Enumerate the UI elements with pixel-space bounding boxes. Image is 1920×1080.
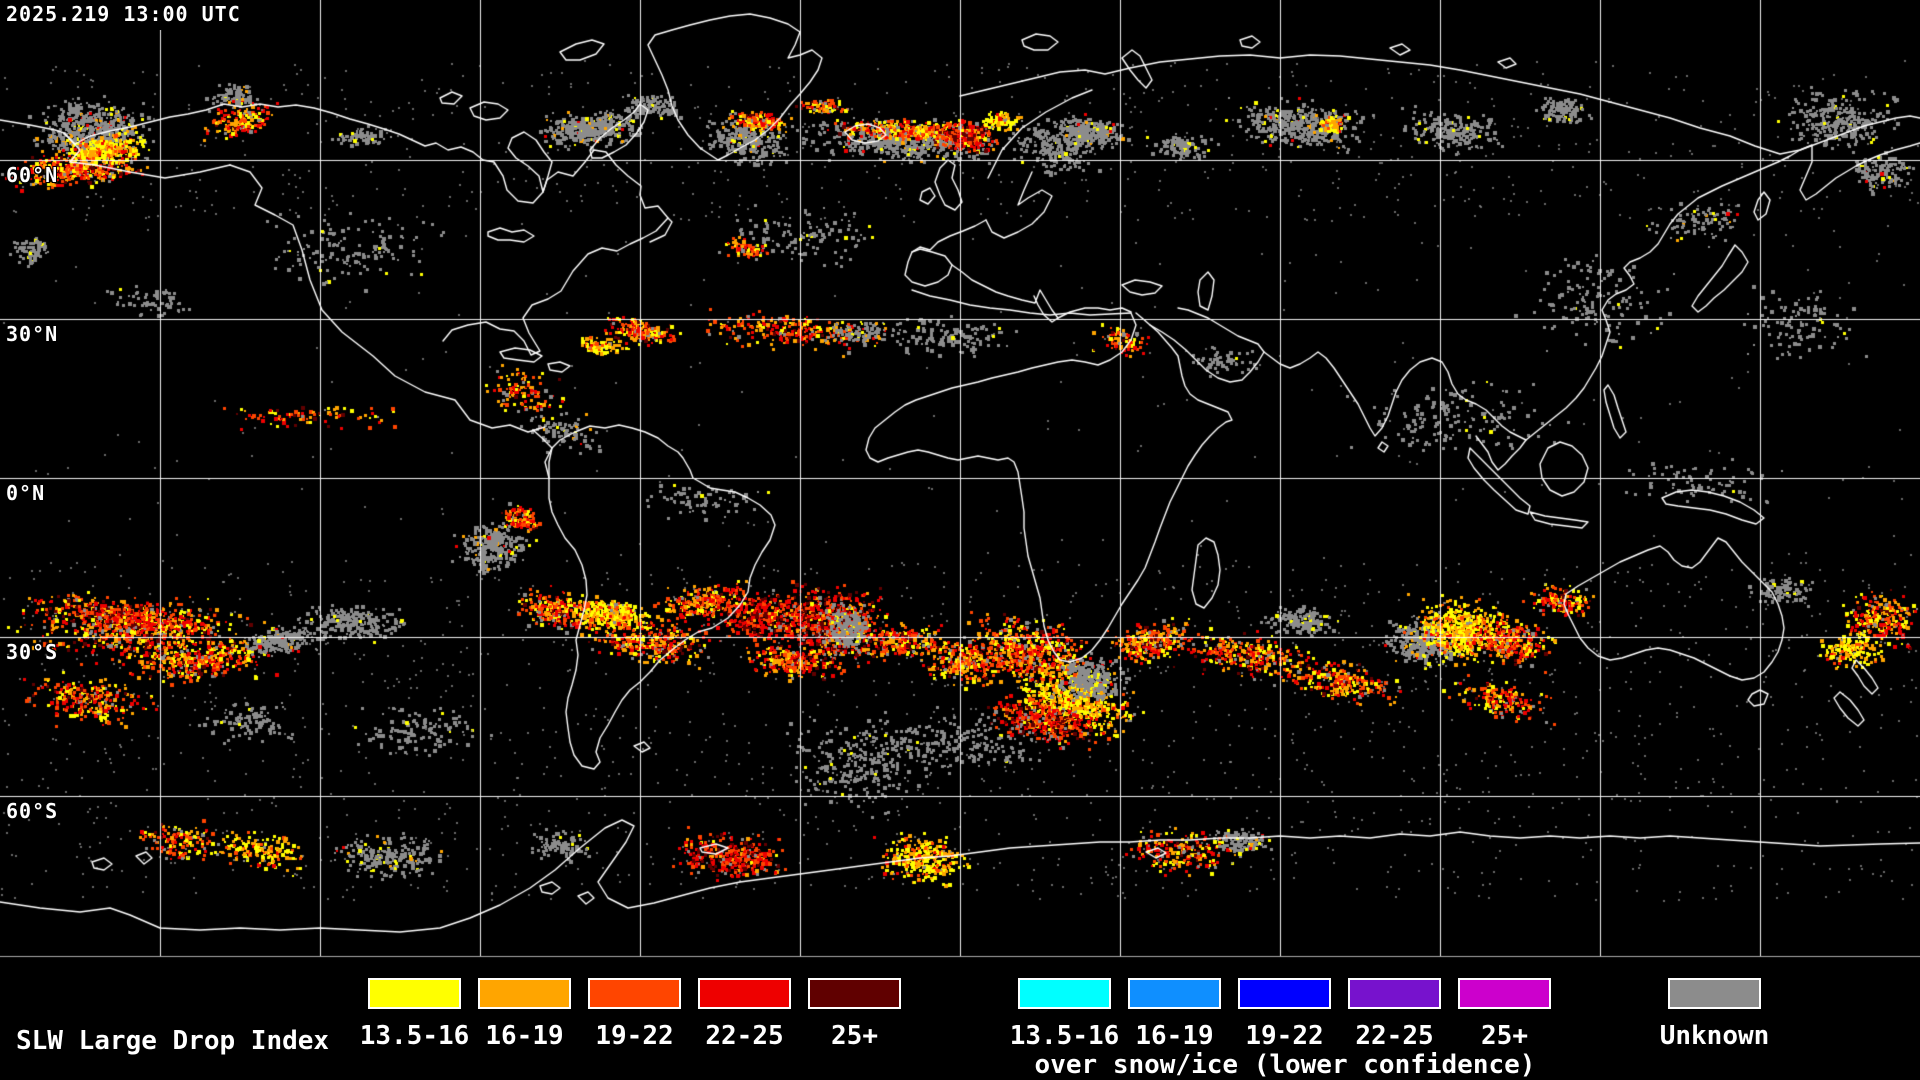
legend-swatch-label: 19-22 [595,1021,674,1051]
legend-item-22-25: 22-25 [698,978,791,1051]
lat-label-60N: 60°N [6,163,59,187]
legend-item-13.5-16: 13.5-16 [360,978,469,1051]
legend-swatch [1128,978,1221,1009]
legend-item-16-19: 16-19 [478,978,571,1051]
legend-swatch [588,978,681,1009]
legend-swatch-label: 25+ [1481,1021,1528,1051]
legend-group-snow-ice: 13.5-16 16-19 19-22 22-25 25+ [1010,978,1551,1051]
legend-title: SLW Large Drop Index [16,1026,330,1056]
legend-swatch [808,978,901,1009]
legend-swatch-label: 22-25 [705,1021,784,1051]
legend-swatch [1348,978,1441,1009]
legend-swatch [1018,978,1111,1009]
lat-label-0N: 0°N [6,481,46,505]
legend-swatch [698,978,791,1009]
legend-item-25+: 25+ [808,978,901,1051]
legend-item-25+: 25+ [1458,978,1551,1051]
legend-swatch [1238,978,1331,1009]
legend-item-19-22: 19-22 [1238,978,1331,1051]
legend-swatch [1458,978,1551,1009]
lat-label-30N: 30°N [6,322,59,346]
legend-swatch-label: 16-19 [485,1021,564,1051]
legend-item-Unknown: Unknown [1660,978,1769,1051]
legend-group-unknown: Unknown [1660,978,1769,1051]
legend-group-primary: 13.5-16 16-19 19-22 22-25 25+ [360,978,901,1051]
legend-swatch-label: 13.5-16 [1009,1021,1120,1051]
legend-swatch [1668,978,1761,1009]
legend-item-19-22: 19-22 [588,978,681,1051]
lat-label-30S: 30°S [6,640,59,664]
legend-swatch-label: 25+ [831,1021,878,1051]
legend-swatch [368,978,461,1009]
legend-item-13.5-16: 13.5-16 [1010,978,1119,1051]
legend-swatch-label: Unknown [1659,1021,1770,1051]
lat-label-60S: 60°S [6,799,59,823]
legend: SLW Large Drop Index 13.5-16 16-19 19-22 22… [0,956,1920,1080]
legend-item-22-25: 22-25 [1348,978,1441,1051]
timestamp: 2025.219 13:00 UTC [4,0,247,30]
legend-item-16-19: 16-19 [1128,978,1221,1051]
legend-swatch-label: 16-19 [1135,1021,1214,1051]
legend-swatch-label: 13.5-16 [359,1021,470,1051]
legend-swatch [478,978,571,1009]
legend-swatch-label: 22-25 [1355,1021,1434,1051]
legend-snow-ice-caption: over snow/ice (lower confidence) [1034,1050,1536,1080]
legend-swatch-label: 19-22 [1245,1021,1324,1051]
